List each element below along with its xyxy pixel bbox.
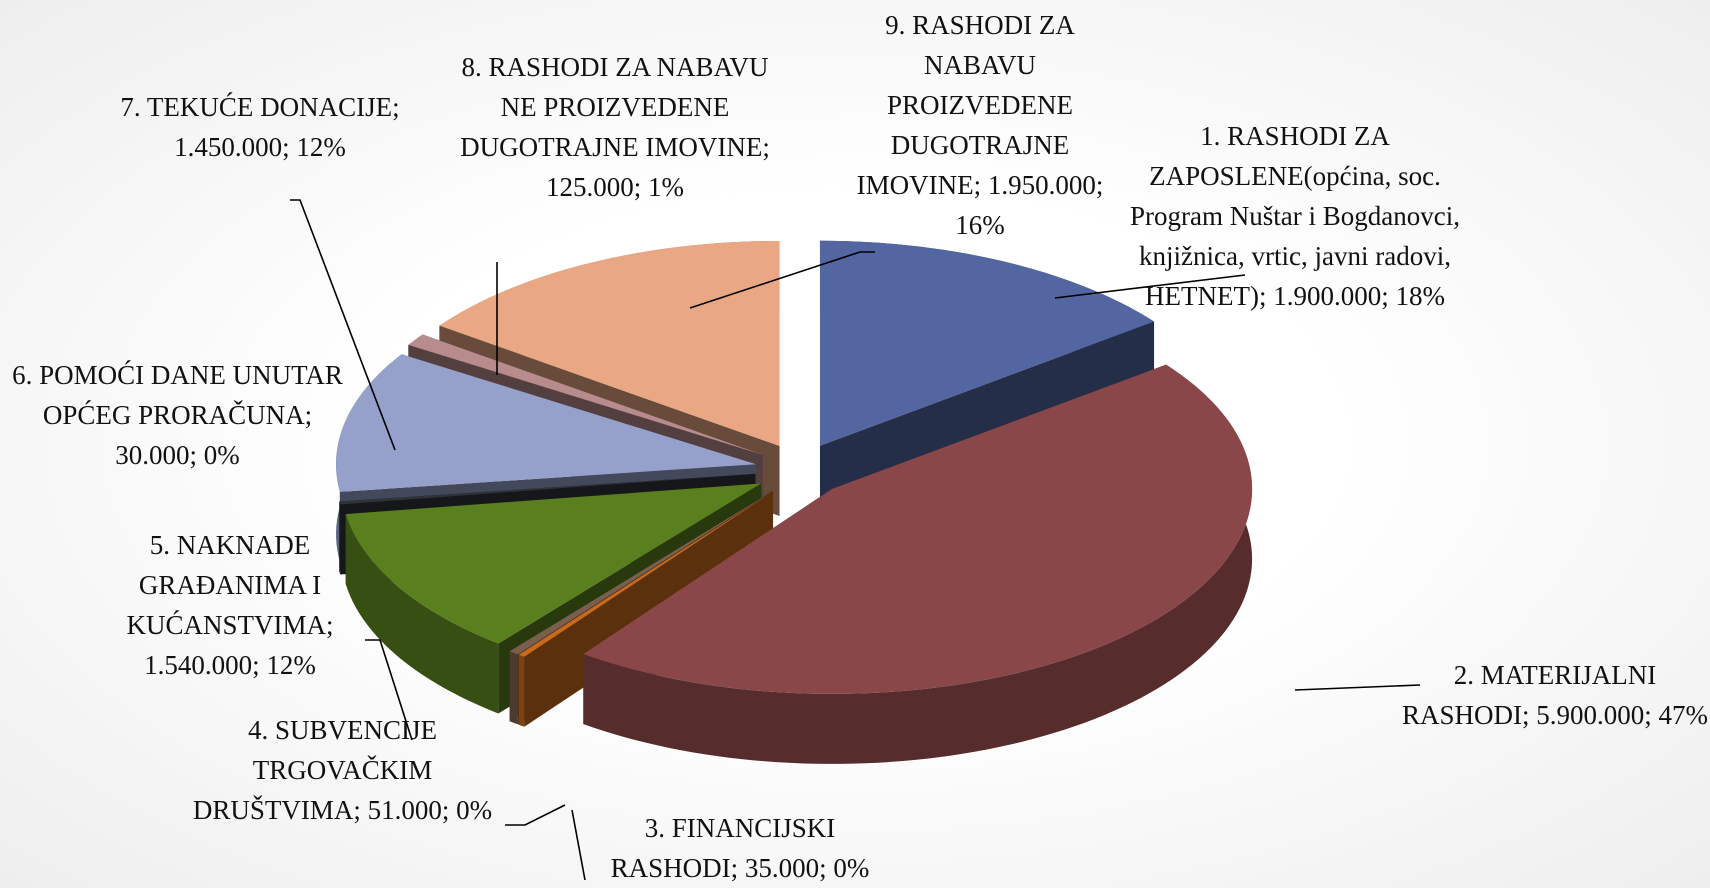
slice-side (509, 651, 518, 725)
pie-slice (345, 483, 762, 644)
leader-line (505, 804, 566, 826)
pie-slice (339, 473, 756, 505)
slice-label: 8. RASHODI ZA NABAVU NE PROIZVEDENE DUGO… (460, 52, 770, 202)
slice-label: 1. RASHODI ZA ZAPOSLENE(općina, soc. Pro… (1130, 121, 1460, 311)
leader-lines (290, 199, 1421, 881)
slice-side (583, 364, 1253, 764)
slice-tops (336, 240, 1253, 694)
slice-label: 2. MATERIJALNI RASHODI; 5.900.000; 47% (1401, 660, 1708, 730)
pie-slice (583, 364, 1253, 694)
slice-label: 5. NAKNADE GRAĐANIMA I KUĆANSTVIMA; 1.54… (126, 530, 334, 680)
leader-line (290, 199, 396, 451)
pie-slice (509, 491, 773, 655)
leader-line (1294, 684, 1421, 691)
slice-label: 6. POMOĆI DANE UNUTAR OPĆEG PRORAČUNA; 3… (12, 360, 343, 470)
slice-label: 9. RASHODI ZA NABAVU PROIZVEDENE DUGOTRA… (856, 10, 1104, 240)
slice-label: 3. FINANCIJSKI RASHODI; 35.000; 0% (610, 813, 870, 883)
leader-line (571, 809, 586, 881)
slice-side (518, 654, 525, 727)
leader-line (689, 251, 875, 309)
pie-slice (336, 354, 757, 492)
slice-label: 7. TEKUĆE DONACIJE; 1.450.000; 12% (120, 92, 400, 162)
leader-line (365, 639, 413, 741)
pie-slice (439, 240, 780, 446)
slice-side (339, 501, 341, 575)
pie-slice (819, 240, 1155, 446)
pie-slice (518, 491, 774, 657)
leader-line (1054, 274, 1246, 299)
slice-label: 4. SUBVENCIJE TRGOVAČKIM DRUŠTVIMA; 51.0… (192, 715, 493, 825)
slice-side (345, 514, 499, 714)
